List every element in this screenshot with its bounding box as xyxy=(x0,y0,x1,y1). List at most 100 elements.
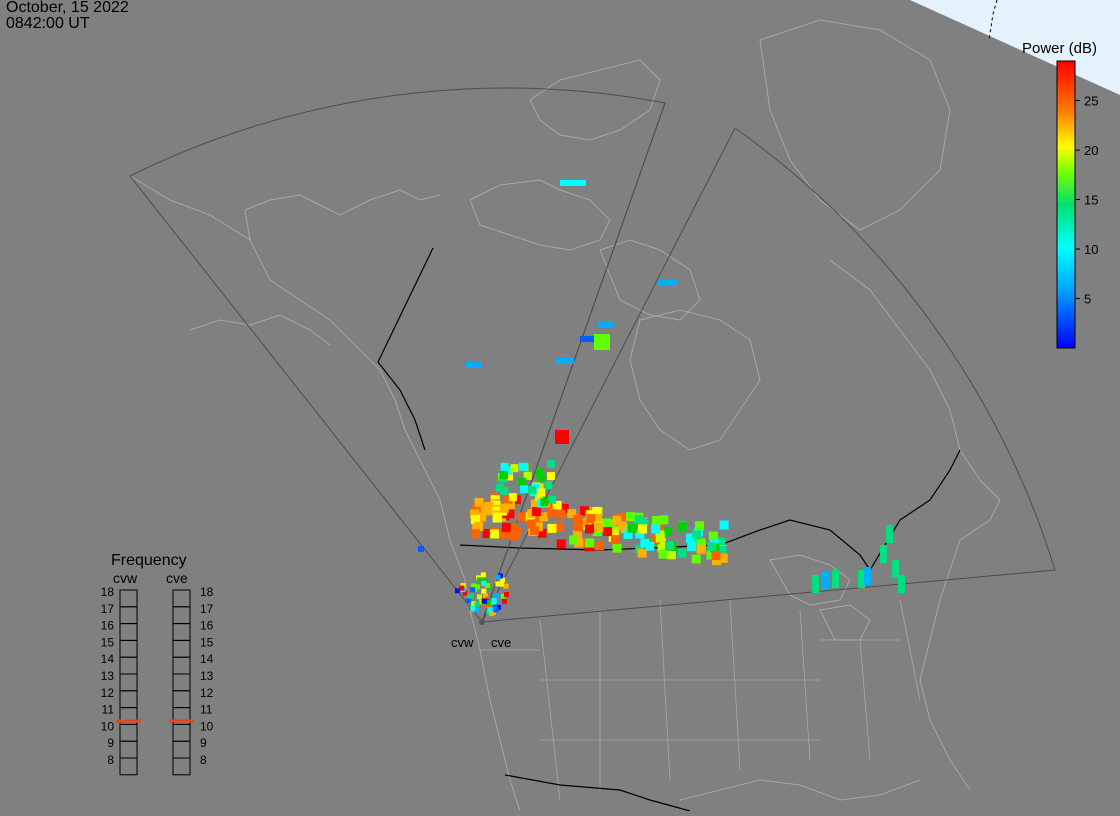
colorbar-tick-label: 25 xyxy=(1084,94,1098,109)
scatter-cell xyxy=(474,521,484,531)
scatter-cell xyxy=(547,508,557,518)
frequency-cell xyxy=(119,757,138,776)
frequency-title: Frequency xyxy=(111,552,187,569)
scatter-cell xyxy=(493,607,499,613)
frequency-label-right: 14 xyxy=(200,652,214,666)
scatter-cell xyxy=(505,509,515,519)
scatter-cell xyxy=(482,593,488,599)
scatter-cell xyxy=(470,529,480,539)
scatter-cell xyxy=(505,500,515,510)
scatter-cell xyxy=(695,521,705,531)
scatter-cell xyxy=(474,584,480,590)
scatter-cell xyxy=(503,494,513,504)
frequency-label-right: 18 xyxy=(200,585,214,599)
backscatter-cells xyxy=(418,180,905,617)
border-us-canada xyxy=(459,449,961,572)
scatter-cell xyxy=(512,526,522,536)
scatter-cell xyxy=(556,358,574,364)
scatter-cell xyxy=(639,517,649,527)
scatter-cell xyxy=(480,572,486,578)
scatter-cell xyxy=(503,592,509,598)
frequency-cell xyxy=(119,656,138,675)
scatter-cell xyxy=(610,535,620,545)
scatter-cell xyxy=(560,180,586,186)
radar-label-cve: cve xyxy=(491,635,511,650)
scatter-cell xyxy=(612,543,622,553)
scatter-cell xyxy=(474,497,484,507)
radar-label-cvw: cvw xyxy=(451,635,474,650)
frequency-label-left: 11 xyxy=(102,703,115,717)
frequency-cell xyxy=(119,673,138,692)
colorbar-tick-label: 10 xyxy=(1084,242,1098,257)
scatter-cell xyxy=(537,528,547,538)
scatter-cell xyxy=(708,531,718,541)
coastline-arctic-3 xyxy=(599,239,701,321)
frequency-label-left: 10 xyxy=(101,719,115,733)
coastline-atlantic xyxy=(829,259,1001,791)
scatter-cell xyxy=(706,550,716,560)
scatter-cell xyxy=(526,519,536,529)
freq-column-label-cve: cve xyxy=(166,570,188,586)
coastline-arctic-2 xyxy=(529,59,661,141)
scatter-cell xyxy=(470,605,476,611)
scatter-cell xyxy=(691,535,701,545)
scatter-cell xyxy=(495,483,504,492)
scatter-cell xyxy=(593,513,603,523)
scatter-cell xyxy=(637,548,647,558)
scatter-cell xyxy=(606,519,616,529)
scatter-cell xyxy=(537,488,546,497)
scatter-cell xyxy=(573,517,583,527)
scatter-cell xyxy=(489,611,495,617)
colorbar-title: Power (dB) xyxy=(1022,40,1098,57)
terminator-line xyxy=(988,0,998,41)
scatter-cell xyxy=(498,581,504,587)
scatter-cell xyxy=(486,609,492,615)
frequency-label-right: 13 xyxy=(200,669,214,683)
scatter-cell xyxy=(466,598,472,604)
scatter-cell xyxy=(518,462,527,471)
scatter-cell xyxy=(657,543,667,553)
scatter-cell xyxy=(685,533,695,543)
coastline-greenland xyxy=(759,19,951,231)
scatter-cell xyxy=(580,506,590,516)
colorbar-gradient xyxy=(1056,60,1076,349)
scatter-cell xyxy=(504,472,513,481)
scatter-cell xyxy=(482,598,488,604)
scatter-cell xyxy=(650,535,660,545)
scatter-cell xyxy=(864,567,871,585)
frequency-label-right: 17 xyxy=(200,602,214,616)
scatter-cell xyxy=(500,462,509,471)
scatter-cell xyxy=(594,334,610,350)
scatter-cell xyxy=(573,522,583,532)
power-colorbar: 5 10 15 20 25 xyxy=(1056,60,1098,349)
frequency-cell xyxy=(172,690,191,709)
scatter-cell xyxy=(454,588,460,594)
scatter-cell xyxy=(553,522,563,532)
frequency-cell xyxy=(119,639,138,658)
frequency-cell xyxy=(172,740,191,759)
scatter-cell xyxy=(898,575,905,593)
scatter-cell xyxy=(500,593,506,599)
scatter-cell xyxy=(626,512,636,522)
scatter-cell xyxy=(470,509,480,519)
scatter-cell xyxy=(617,521,627,531)
frequency-label-left: 13 xyxy=(101,669,115,683)
scatter-cell xyxy=(677,548,687,558)
scatter-cell xyxy=(696,544,706,554)
scatter-cell xyxy=(716,537,726,547)
date-label: October, 15 2022 xyxy=(6,0,129,16)
scatter-cell xyxy=(532,513,542,523)
frequency-label-right: 12 xyxy=(200,686,214,700)
scatter-cell xyxy=(493,512,503,522)
scatter-cell xyxy=(635,529,645,539)
scatter-cell xyxy=(489,529,499,539)
scatter-cell xyxy=(499,503,509,513)
scatter-cell xyxy=(645,541,655,551)
border-us-mexico xyxy=(504,774,691,812)
scatter-cell xyxy=(592,507,602,517)
scatter-cell xyxy=(510,464,519,473)
national-borders xyxy=(377,247,961,812)
scatter-cell xyxy=(523,471,532,480)
coastline-sw-alaska xyxy=(189,314,331,346)
timestamp: October, 15 2022 0842:00 UT xyxy=(6,0,129,32)
